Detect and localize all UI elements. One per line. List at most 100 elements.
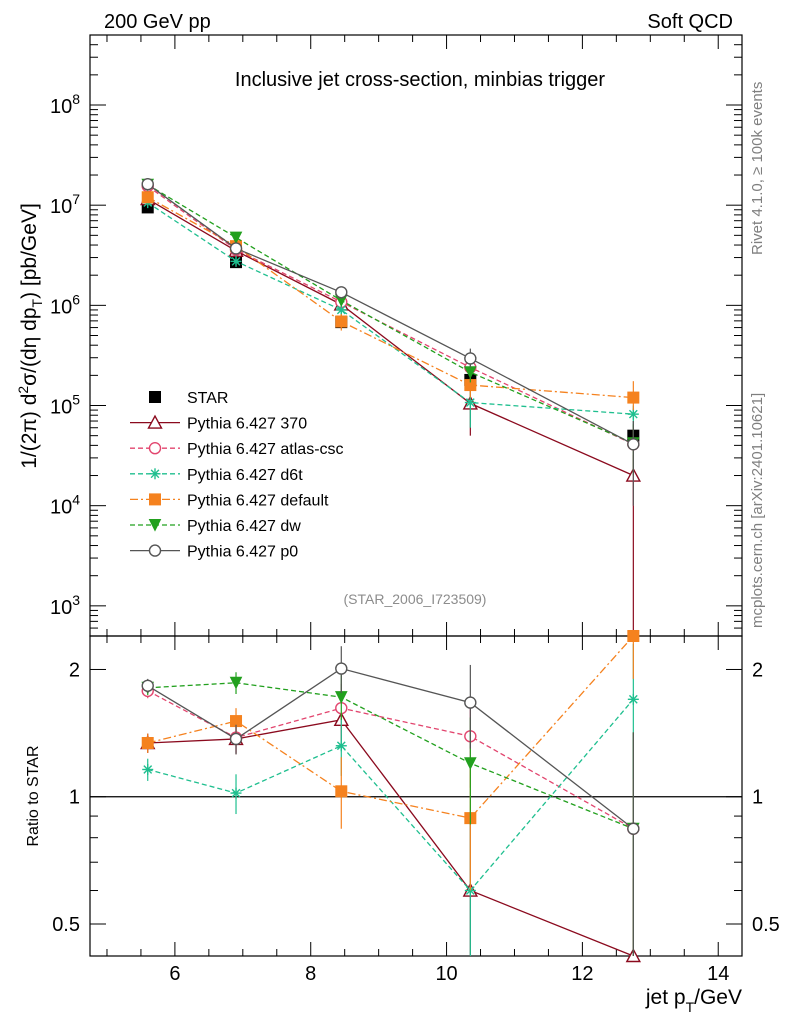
ratio-series-pythia-6-427-370 — [140, 692, 642, 963]
y-tick-label: 104 — [50, 492, 80, 519]
x-tick-label: 10 — [435, 963, 457, 985]
data-point-marker — [627, 693, 639, 705]
data-point-marker — [334, 691, 348, 704]
y-axis-label-subscript: T — [29, 298, 45, 307]
legend-label: Pythia 6.427 p0 — [187, 544, 298, 561]
x-axis-label-subscript: T — [686, 999, 695, 1015]
y-tick-label-exponent: 3 — [72, 592, 80, 608]
analysis-id-label: (STAR_2006_I723509) — [344, 591, 487, 607]
ratio-y-tick-label: 2 — [752, 659, 763, 681]
data-point-marker — [230, 255, 242, 267]
y-tick-label-base: 10 — [50, 497, 72, 519]
series-pythia-6-427-default — [141, 191, 640, 411]
ratio-series-pythia-6-427-dw — [141, 672, 640, 956]
ratio-y-axis-label: Ratio to STAR — [25, 745, 42, 846]
data-point-marker — [464, 352, 477, 365]
data-point-marker — [627, 630, 640, 642]
data-point-marker — [464, 696, 477, 709]
data-point-marker — [141, 177, 154, 191]
data-point-marker — [147, 414, 163, 429]
y-tick-label: 107 — [50, 191, 80, 218]
series-line — [147, 635, 634, 819]
header-left-label: 200 GeV pp — [104, 11, 211, 33]
data-point-marker — [148, 442, 162, 455]
y-tick-label-exponent: 8 — [72, 91, 80, 107]
y-tick-label: 108 — [50, 91, 80, 118]
y-tick-label-base: 10 — [50, 96, 72, 118]
y-tick-label-exponent: 5 — [72, 392, 80, 408]
x-tick-label: 6 — [169, 963, 180, 985]
data-point-marker — [464, 397, 476, 409]
legend-label: Pythia 6.427 370 — [187, 416, 307, 433]
series-pythia-6-427-p0 — [141, 177, 640, 506]
data-point-marker — [230, 787, 242, 799]
y-tick-label-base: 10 — [50, 597, 72, 619]
legend-entry: Pythia 6.427 atlas-csc — [130, 441, 344, 458]
ratio-y-tick-label: 1 — [752, 787, 763, 809]
data-point-marker — [141, 679, 154, 692]
data-point-marker-stroke — [231, 256, 241, 266]
x-axis-label-part: jet p — [645, 986, 686, 1009]
data-point-marker-stroke — [628, 409, 638, 419]
data-point-marker-stroke — [143, 765, 153, 774]
legend-entry: Pythia 6.427 dw — [130, 518, 301, 535]
mcplots-credit-label: mcplots.cern.ch [arXiv:2401.10621] — [749, 393, 766, 628]
y-tick-label: 106 — [50, 291, 80, 318]
x-tick-label: 12 — [571, 963, 593, 985]
y-axis-label-part: 1/(2π) d — [18, 394, 41, 469]
y-tick-label-base: 10 — [50, 196, 72, 218]
ratio-series-pythia-6-427-d6t — [142, 643, 639, 956]
y-tick-label-exponent: 4 — [72, 492, 80, 508]
y-tick-label-base: 10 — [50, 296, 72, 318]
data-point-marker — [148, 519, 162, 532]
y-axis-label-superscript: 2 — [15, 386, 31, 394]
ratio-y-tick-label: 2 — [69, 659, 80, 681]
data-point-marker — [149, 493, 161, 506]
data-point-marker-stroke — [465, 398, 475, 407]
ratio-series-pythia-6-427-atlas-csc — [141, 683, 640, 956]
data-point-marker — [141, 191, 154, 204]
legend-entry: Pythia 6.427 370 — [130, 414, 307, 433]
data-point-marker — [335, 785, 348, 798]
header-right-label: Soft QCD — [647, 11, 733, 33]
legend: STAR Pythia 6.427 370 Pythia 6.427 atlas-c… — [130, 390, 344, 561]
main-y-axis-label: 1/(2π) d2σ/(dη dpT) [pb/GeV] — [15, 203, 45, 469]
ratio-plot-frame — [89, 635, 743, 957]
series-line — [147, 719, 634, 957]
rivet-version-label: Rivet 4.1.0, ≥ 100k events — [749, 82, 766, 255]
ratio-y-tick-label: 1 — [69, 787, 80, 809]
legend-label: Pythia 6.427 dw — [187, 518, 301, 535]
data-point-marker-stroke — [150, 469, 160, 479]
series-line — [147, 667, 634, 830]
x-tick-label: 8 — [305, 963, 316, 985]
data-point-marker — [229, 242, 243, 255]
legend-label: Pythia 6.427 d6t — [187, 467, 303, 484]
data-point-marker — [627, 822, 640, 835]
legend-label: Pythia 6.427 default — [187, 492, 329, 509]
data-point-marker — [627, 391, 640, 404]
y-tick-label: 103 — [50, 592, 80, 619]
data-point-marker — [142, 763, 154, 775]
ratio-plot-area — [90, 630, 742, 963]
data-point-marker — [229, 676, 243, 690]
series-line — [147, 198, 634, 477]
legend-entry: Pythia 6.427 d6t — [130, 467, 303, 484]
x-axis-label-part: /GeV — [694, 986, 742, 1009]
data-point-marker-stroke — [336, 741, 346, 751]
data-point-marker — [229, 732, 243, 746]
series-line — [147, 682, 634, 830]
data-point-marker — [149, 391, 161, 403]
legend-label: STAR — [187, 390, 228, 407]
x-tick-label: 14 — [707, 963, 729, 985]
y-tick-label-exponent: 7 — [72, 191, 80, 207]
data-point-marker — [141, 736, 154, 749]
data-point-marker — [229, 231, 243, 245]
data-point-marker-stroke — [231, 788, 241, 798]
y-axis-label-part: σ/(dη dp — [18, 307, 41, 385]
series-line — [147, 202, 634, 415]
y-tick-label-base: 10 — [50, 397, 72, 419]
data-point-marker — [148, 544, 162, 557]
legend-entry: STAR — [149, 390, 228, 407]
